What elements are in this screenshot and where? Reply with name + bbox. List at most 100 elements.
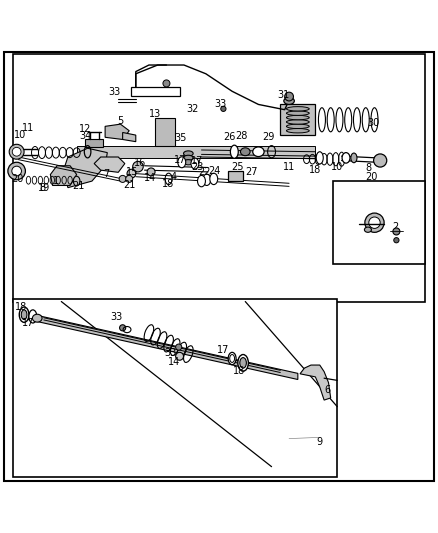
Ellipse shape	[286, 120, 309, 124]
Circle shape	[176, 352, 184, 360]
Ellipse shape	[364, 227, 371, 232]
Ellipse shape	[238, 354, 248, 371]
Polygon shape	[280, 104, 315, 135]
Text: 18: 18	[309, 165, 321, 175]
Ellipse shape	[286, 124, 309, 128]
Ellipse shape	[351, 153, 357, 163]
Text: 8: 8	[40, 183, 46, 192]
Ellipse shape	[286, 115, 309, 120]
Text: 3: 3	[375, 220, 381, 230]
Ellipse shape	[253, 147, 264, 157]
Text: 16: 16	[134, 158, 146, 168]
Text: 19: 19	[38, 183, 50, 193]
Text: 11: 11	[283, 161, 295, 172]
Ellipse shape	[342, 152, 350, 163]
Text: 15: 15	[126, 167, 138, 177]
Polygon shape	[300, 365, 331, 400]
Polygon shape	[85, 140, 103, 147]
Ellipse shape	[284, 98, 294, 104]
Bar	[333, 181, 425, 264]
Text: 17: 17	[174, 155, 187, 165]
Ellipse shape	[228, 352, 236, 365]
Text: 4: 4	[170, 172, 177, 182]
Circle shape	[285, 92, 293, 101]
Text: 5: 5	[117, 116, 124, 126]
Text: 17: 17	[217, 345, 230, 355]
Text: 17: 17	[22, 318, 35, 328]
Circle shape	[126, 175, 133, 182]
Text: 8: 8	[366, 163, 372, 173]
Text: 33: 33	[109, 87, 121, 97]
Text: 33: 33	[215, 99, 227, 109]
Circle shape	[127, 169, 136, 178]
Polygon shape	[50, 166, 77, 185]
Text: 34: 34	[79, 132, 92, 141]
Bar	[228, 171, 243, 181]
Circle shape	[147, 168, 155, 176]
Ellipse shape	[203, 174, 211, 185]
Circle shape	[119, 175, 126, 182]
Text: 14: 14	[144, 173, 156, 183]
Circle shape	[12, 166, 21, 176]
Circle shape	[176, 344, 182, 350]
Ellipse shape	[191, 158, 199, 169]
Text: 29: 29	[263, 132, 275, 142]
Text: 23: 23	[191, 162, 203, 172]
Text: 18: 18	[162, 179, 174, 189]
Circle shape	[133, 161, 143, 172]
Ellipse shape	[316, 152, 323, 164]
Text: 12: 12	[79, 124, 92, 134]
Text: 2: 2	[392, 222, 398, 232]
Ellipse shape	[21, 310, 27, 319]
Text: 21: 21	[72, 181, 84, 191]
Text: 22: 22	[199, 167, 211, 177]
Text: 7: 7	[103, 168, 109, 179]
Ellipse shape	[184, 159, 193, 165]
Text: 20: 20	[11, 174, 24, 184]
Text: 33: 33	[110, 312, 122, 322]
Text: 28: 28	[236, 132, 248, 141]
Circle shape	[394, 238, 399, 243]
Text: 10: 10	[14, 130, 26, 140]
Text: 13: 13	[149, 109, 162, 119]
Text: 33: 33	[165, 348, 177, 358]
Text: 35: 35	[175, 133, 187, 143]
Text: 10: 10	[331, 161, 343, 172]
Bar	[13, 300, 337, 477]
Circle shape	[120, 325, 126, 331]
Text: 17: 17	[191, 156, 203, 166]
Polygon shape	[24, 312, 298, 379]
Ellipse shape	[198, 175, 205, 187]
Text: 30: 30	[367, 118, 379, 128]
Circle shape	[12, 147, 21, 156]
Ellipse shape	[230, 145, 238, 158]
Circle shape	[221, 106, 226, 111]
Text: 26: 26	[223, 132, 236, 142]
Ellipse shape	[286, 111, 309, 115]
Polygon shape	[105, 124, 129, 140]
Circle shape	[374, 154, 387, 167]
Text: 6: 6	[325, 385, 331, 395]
Polygon shape	[77, 146, 315, 158]
Bar	[13, 54, 425, 302]
Text: 32: 32	[187, 104, 199, 114]
Ellipse shape	[210, 173, 218, 184]
Text: 27: 27	[246, 167, 258, 177]
Ellipse shape	[240, 148, 250, 156]
Ellipse shape	[286, 107, 309, 111]
Ellipse shape	[73, 176, 80, 186]
Text: 1: 1	[53, 176, 59, 186]
Circle shape	[8, 162, 25, 180]
Polygon shape	[123, 133, 136, 142]
Ellipse shape	[32, 314, 42, 322]
Ellipse shape	[184, 155, 193, 160]
Circle shape	[365, 213, 384, 232]
Circle shape	[163, 80, 170, 87]
Circle shape	[9, 144, 24, 159]
Circle shape	[393, 228, 400, 235]
Text: 9: 9	[317, 437, 323, 447]
Circle shape	[369, 217, 380, 229]
Text: 18: 18	[233, 366, 245, 376]
Text: 18: 18	[15, 302, 27, 312]
Text: 11: 11	[22, 123, 35, 133]
